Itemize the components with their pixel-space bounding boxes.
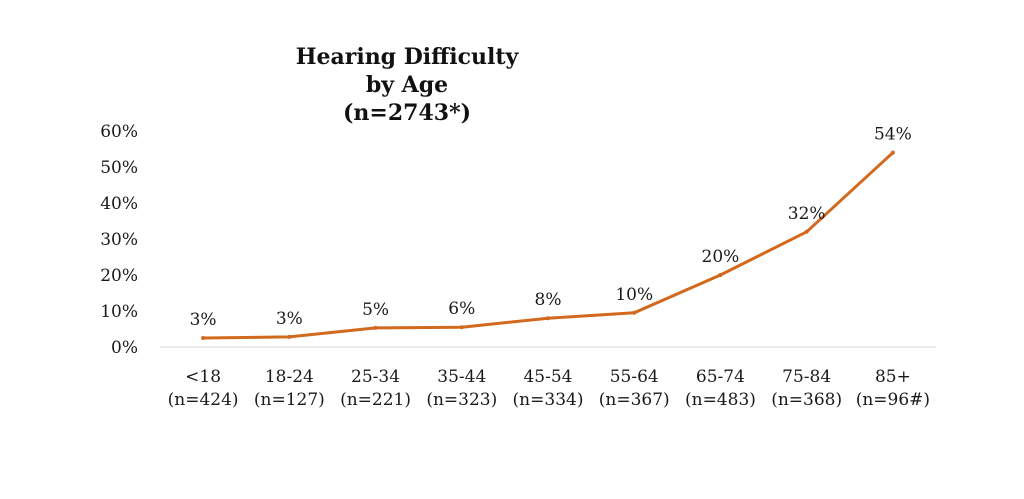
chart-title-line-2: by Age: [366, 72, 448, 98]
x-tick-sample-size: (n=127): [254, 390, 325, 410]
x-tick-sample-size: (n=483): [685, 390, 756, 410]
x-tick-label: 25-34: [351, 367, 400, 387]
x-tick-label: <18: [185, 367, 221, 387]
data-point: [459, 325, 464, 330]
data-label: 3%: [276, 309, 303, 329]
x-tick-label: 35-44: [437, 367, 486, 387]
data-label: 5%: [362, 300, 389, 320]
data-label: 8%: [535, 290, 562, 310]
chart-title-line-3: (n=2743*): [343, 100, 471, 126]
data-label: 3%: [190, 310, 217, 330]
x-tick-sample-size: (n=368): [771, 390, 842, 410]
x-axis: <18 (n=424) 18-24 (n=127) 25-34 (n=221) 35-44 (…: [160, 346, 936, 410]
y-tick-label: 30%: [100, 230, 138, 250]
x-tick-label: 85+: [875, 367, 911, 387]
x-tick-sample-size: (n=367): [599, 390, 670, 410]
data-point: [804, 229, 809, 234]
data-point: [890, 150, 895, 155]
data-label: 54%: [874, 125, 912, 145]
x-tick-label: 75-84: [782, 367, 831, 387]
data-point: [546, 316, 550, 321]
chart-title-line-1: Hearing Difficulty: [296, 44, 520, 70]
data-label: 6%: [448, 299, 475, 319]
data-point: [201, 336, 206, 340]
x-tick-label: 65-74: [696, 367, 745, 387]
y-tick-label: 60%: [100, 122, 138, 142]
data-point: [718, 273, 723, 277]
x-tick-sample-size: (n=334): [513, 390, 584, 410]
series-hearing-difficulty: [201, 150, 895, 340]
data-point: [632, 310, 637, 315]
data-point: [373, 325, 378, 330]
data-label: 32%: [788, 204, 826, 224]
x-tick-sample-size: (n=323): [426, 390, 497, 410]
x-tick-label: 18-24: [265, 367, 314, 387]
x-tick-sample-size: (n=221): [340, 390, 411, 410]
y-axis: 0% 10% 20% 30% 40% 50% 60%: [100, 122, 138, 358]
data-point: [287, 334, 292, 339]
y-tick-label: 50%: [100, 158, 138, 178]
x-tick-label: 45-54: [523, 367, 572, 387]
data-label: 10%: [615, 285, 653, 305]
x-tick-sample-size: (n=96#): [856, 390, 930, 410]
y-tick-label: 10%: [100, 302, 138, 322]
data-label: 20%: [702, 247, 740, 267]
y-tick-label: 20%: [100, 266, 138, 286]
x-tick-label: 55-64: [610, 367, 659, 387]
data-labels: 3% 3% 5% 6% 8% 10% 20% 32% 54%: [190, 125, 912, 330]
x-tick-sample-size: (n=424): [168, 390, 239, 410]
y-tick-label: 0%: [111, 338, 138, 358]
y-tick-label: 40%: [100, 194, 138, 214]
